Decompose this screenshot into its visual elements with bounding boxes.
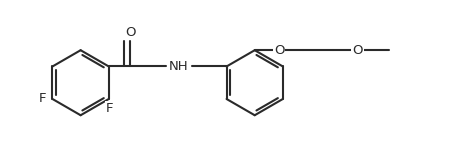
Text: O: O — [274, 44, 284, 57]
Text: NH: NH — [169, 60, 188, 73]
Text: F: F — [39, 92, 47, 106]
Text: O: O — [125, 26, 136, 39]
Text: O: O — [353, 44, 363, 57]
Text: F: F — [106, 102, 113, 115]
